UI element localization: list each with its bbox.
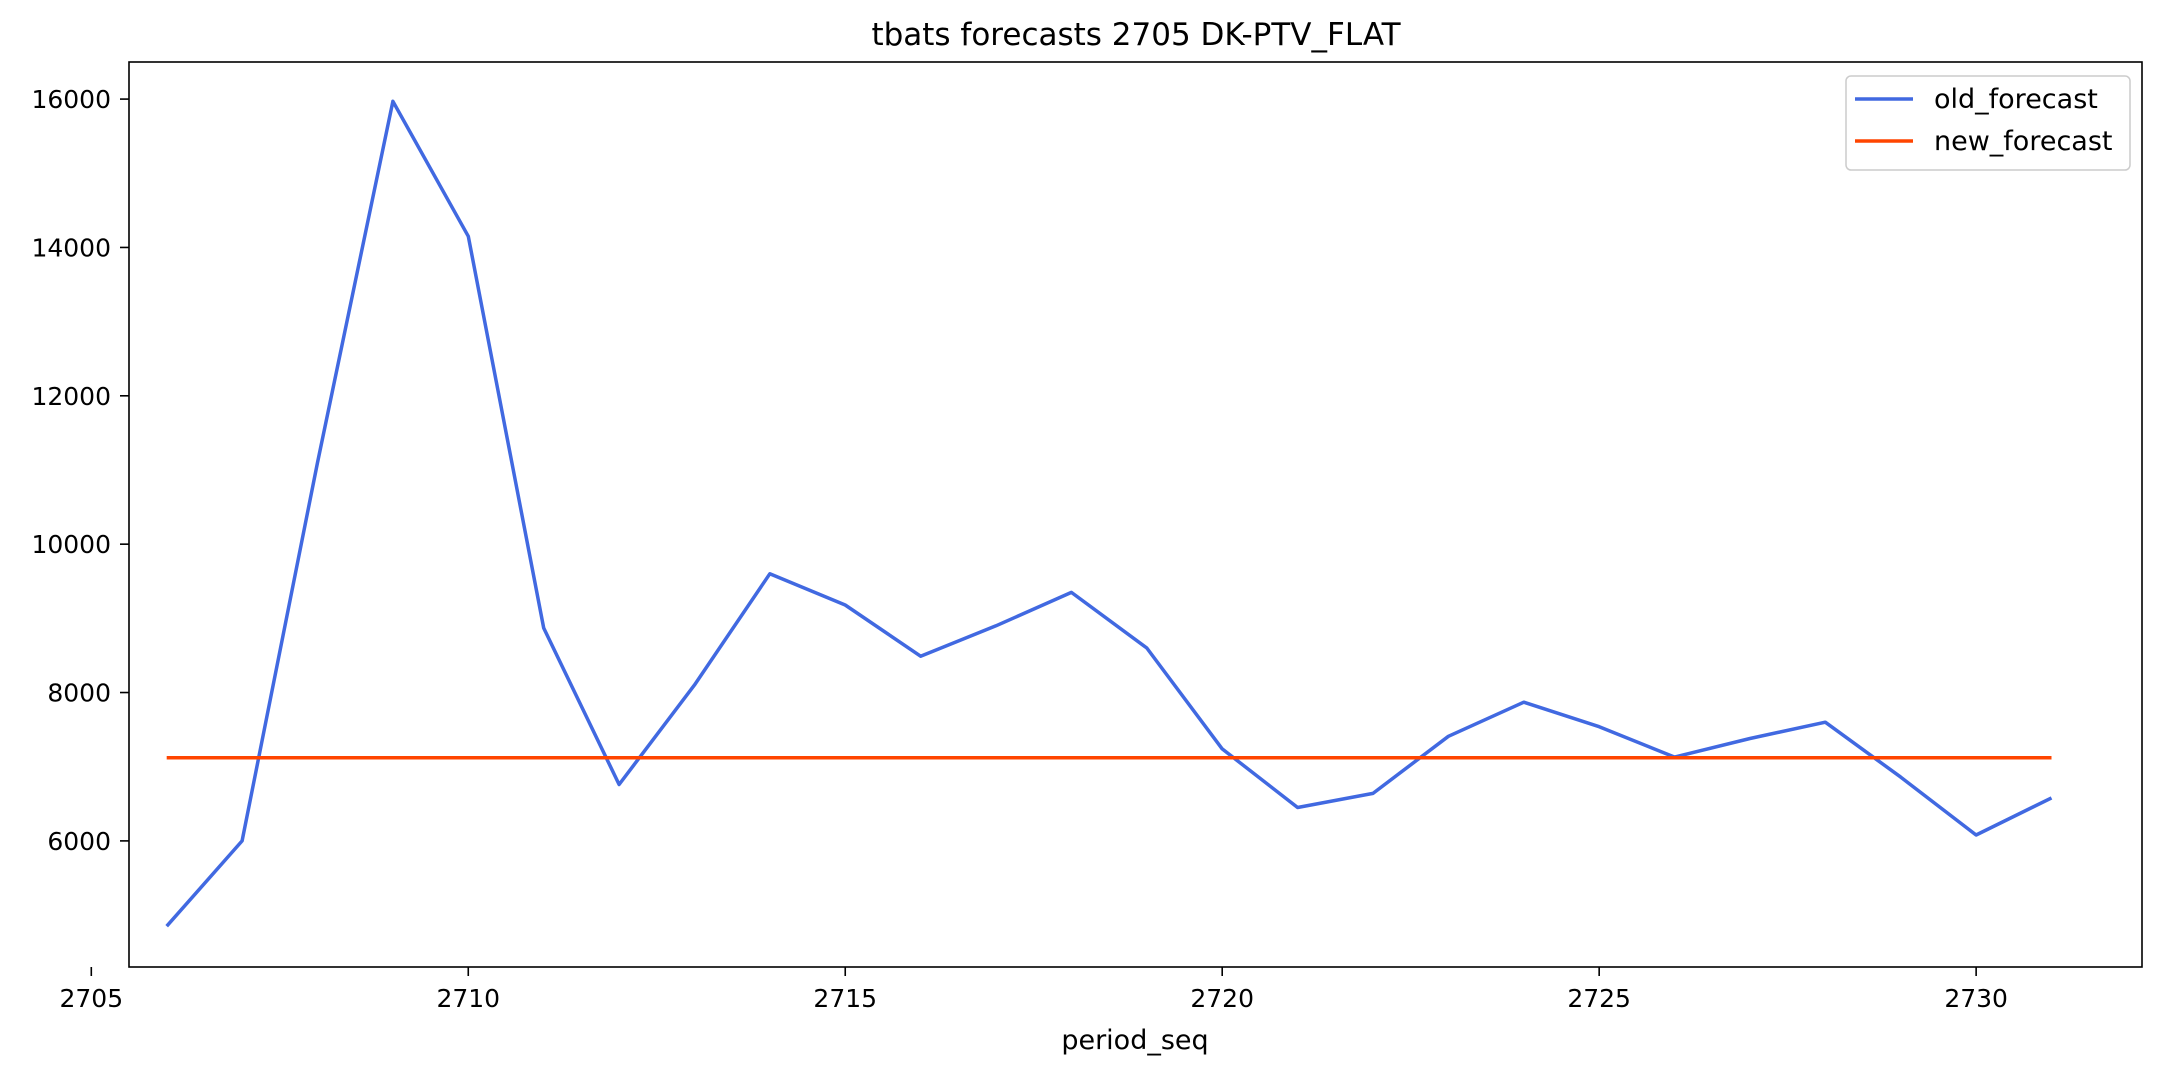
x-tick-label: 2710 — [436, 984, 500, 1013]
y-tick-label: 12000 — [31, 382, 111, 411]
x-tick-label: 2705 — [59, 984, 123, 1013]
series-line-old-forecast — [165, 99, 2053, 928]
x-axis-label: period_seq — [1061, 1025, 1208, 1056]
x-tick-label: 2720 — [1190, 984, 1254, 1013]
legend-label-new-forecast: new_forecast — [1934, 126, 2113, 157]
x-tick-label: 2715 — [813, 984, 877, 1013]
y-tick-label: 14000 — [31, 233, 111, 262]
y-tick-label: 10000 — [31, 530, 111, 559]
series-layer — [165, 99, 2053, 928]
y-tick-label: 8000 — [47, 679, 111, 708]
x-tick-label: 2725 — [1567, 984, 1631, 1013]
legend: old_forecast new_forecast — [1845, 75, 2131, 171]
plot-frame — [128, 61, 2143, 968]
x-axis-ticks: 2705 2710 2715 2720 2725 2730 — [59, 967, 2008, 1013]
y-tick-label: 6000 — [47, 827, 111, 856]
x-tick-label: 2730 — [1944, 984, 2008, 1013]
chart-title: tbats forecasts 2705 DK-PTV_FLAT — [871, 17, 1401, 53]
legend-label-old-forecast: old_forecast — [1934, 84, 2098, 115]
y-tick-label: 16000 — [31, 85, 111, 114]
y-axis-ticks: 6000 8000 10000 12000 14000 16000 — [31, 85, 129, 856]
legend-frame — [1845, 75, 2131, 171]
